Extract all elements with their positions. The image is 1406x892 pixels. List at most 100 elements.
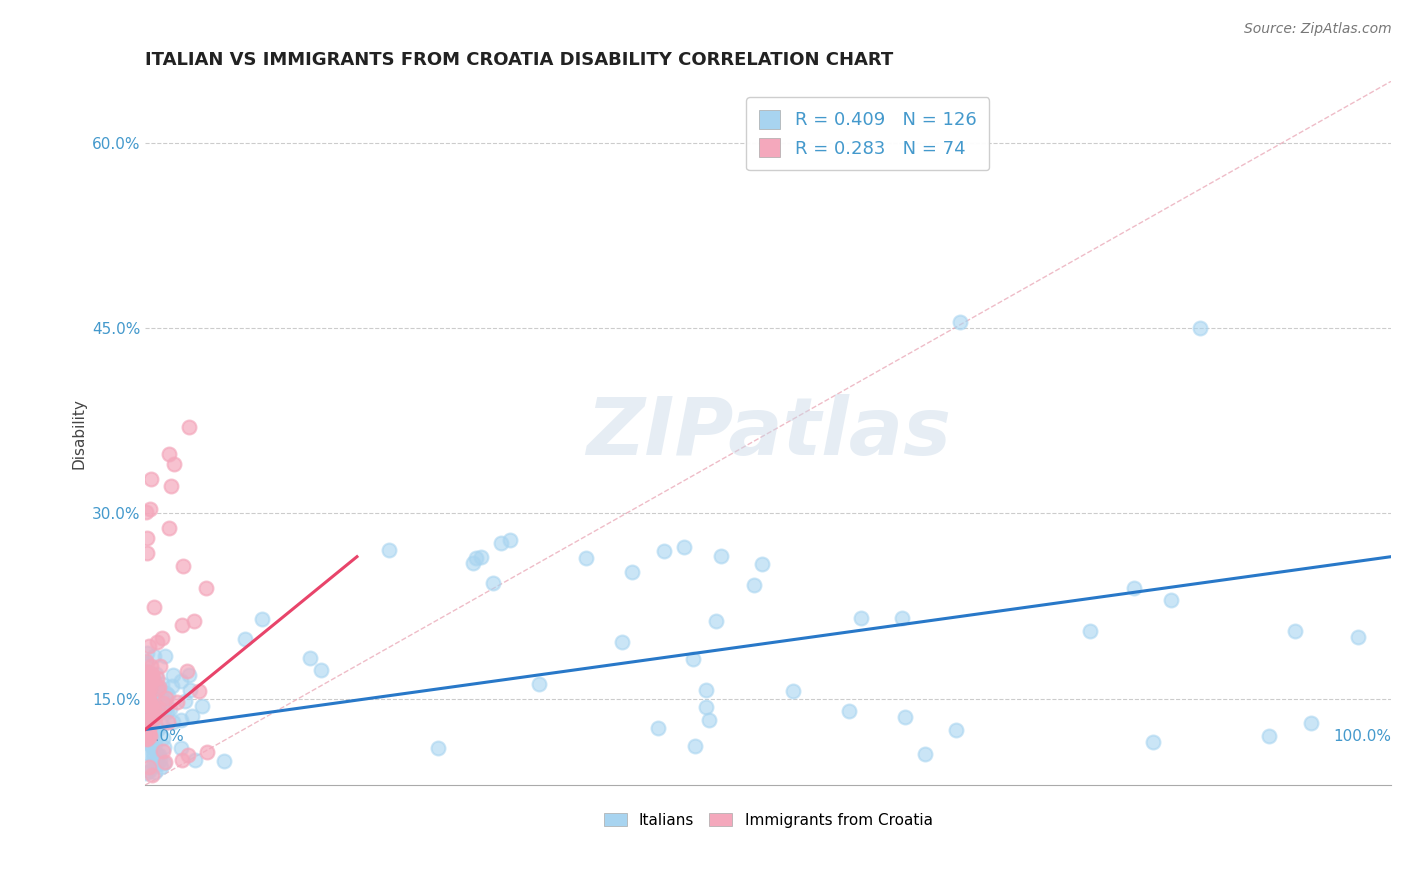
Point xyxy=(697,713,720,727)
Point xyxy=(145,667,167,681)
Point xyxy=(141,731,163,746)
Point xyxy=(136,678,159,692)
Point xyxy=(142,746,165,760)
Point xyxy=(172,753,194,767)
Point xyxy=(782,683,804,698)
Point xyxy=(183,614,205,628)
Point xyxy=(233,632,256,647)
Point xyxy=(155,690,177,705)
Point xyxy=(141,768,163,782)
Point xyxy=(139,730,162,744)
Point xyxy=(152,696,174,710)
Point xyxy=(152,731,174,746)
Point xyxy=(1122,581,1144,595)
Point xyxy=(163,457,186,471)
Legend: Italians, Immigrants from Croatia: Italians, Immigrants from Croatia xyxy=(598,806,939,834)
Title: ITALIAN VS IMMIGRANTS FROM CROATIA DISABILITY CORRELATION CHART: ITALIAN VS IMMIGRANTS FROM CROATIA DISAB… xyxy=(145,51,893,69)
Point xyxy=(135,678,157,692)
Point xyxy=(138,727,160,741)
Point xyxy=(135,718,157,732)
Point xyxy=(157,447,180,461)
Point xyxy=(141,730,163,744)
Point xyxy=(682,652,704,666)
Point xyxy=(465,550,488,565)
Point xyxy=(170,741,193,756)
Point xyxy=(139,699,162,714)
Point xyxy=(152,744,174,758)
Point xyxy=(156,688,179,702)
Point xyxy=(1142,735,1164,749)
Point xyxy=(143,675,166,690)
Point xyxy=(695,699,717,714)
Point xyxy=(157,521,180,535)
Point xyxy=(143,737,166,751)
Point xyxy=(470,549,492,564)
Point xyxy=(143,689,166,703)
Point xyxy=(138,668,160,682)
Point xyxy=(148,680,170,694)
Point xyxy=(143,691,166,706)
Point xyxy=(143,682,166,697)
Point xyxy=(146,681,169,696)
Point xyxy=(148,748,170,763)
Point xyxy=(1078,624,1101,638)
Point xyxy=(176,748,198,763)
Point xyxy=(1299,716,1322,731)
Point xyxy=(610,635,633,649)
Point xyxy=(150,760,173,774)
Point xyxy=(153,703,176,717)
Point xyxy=(174,693,197,707)
Point xyxy=(145,671,167,685)
Point xyxy=(153,739,176,754)
Point xyxy=(149,658,172,673)
Point xyxy=(142,672,165,686)
Point xyxy=(710,549,733,564)
Point xyxy=(150,718,173,732)
Point xyxy=(135,706,157,721)
Point xyxy=(149,752,172,766)
Point xyxy=(135,765,157,780)
Point xyxy=(1257,729,1279,743)
Point xyxy=(482,576,505,591)
Point xyxy=(162,668,184,682)
Point xyxy=(145,705,167,719)
Point xyxy=(152,756,174,770)
Point xyxy=(138,639,160,653)
Point xyxy=(177,668,200,682)
Point xyxy=(136,669,159,683)
Point xyxy=(214,755,236,769)
Point xyxy=(141,667,163,681)
Point xyxy=(169,674,191,689)
Point xyxy=(136,531,159,545)
Point xyxy=(139,689,162,703)
Point xyxy=(891,611,914,625)
Point xyxy=(146,635,169,649)
Point xyxy=(135,654,157,668)
Point xyxy=(138,687,160,701)
Point xyxy=(155,686,177,700)
Point xyxy=(136,681,159,695)
Point xyxy=(620,565,643,579)
Point xyxy=(138,764,160,778)
Point xyxy=(142,697,165,711)
Point xyxy=(143,599,166,614)
Point xyxy=(135,731,157,746)
Point xyxy=(135,714,157,728)
Point xyxy=(683,739,706,754)
Point xyxy=(141,707,163,722)
Point xyxy=(499,533,522,547)
Point xyxy=(463,556,485,570)
Point xyxy=(142,756,165,770)
Point xyxy=(135,673,157,687)
Point xyxy=(143,702,166,716)
Point xyxy=(143,724,166,739)
Point xyxy=(139,680,162,694)
Point xyxy=(145,687,167,701)
Point xyxy=(136,693,159,707)
Point xyxy=(298,651,321,665)
Point xyxy=(145,758,167,772)
Point xyxy=(527,677,550,691)
Point xyxy=(136,688,159,702)
Point xyxy=(138,760,160,774)
Point xyxy=(141,709,163,723)
